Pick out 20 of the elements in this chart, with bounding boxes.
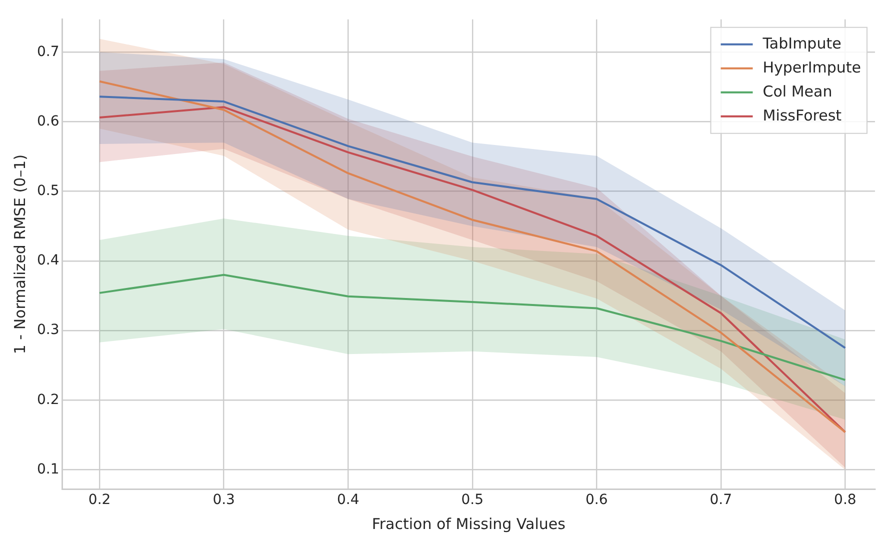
y-tick-label: 0.1 (37, 461, 60, 478)
x-tick-label: 0.6 (586, 492, 608, 508)
legend-label: MissForest (762, 106, 842, 124)
x-axis-title: Fraction of Missing Values (372, 514, 566, 533)
y-tick-label: 0.7 (37, 44, 60, 60)
x-tick-label: 0.2 (88, 492, 111, 508)
y-tick-label: 0.5 (37, 182, 60, 199)
y-tick-label: 0.6 (37, 113, 60, 130)
x-tick-label: 0.3 (212, 492, 235, 508)
x-tick-label: 0.7 (710, 492, 732, 508)
y-tick-label: 0.3 (37, 322, 60, 338)
y-tick-label: 0.2 (37, 392, 60, 408)
legend-label: Col Mean (762, 82, 832, 100)
y-tick-label: 0.4 (37, 252, 60, 269)
x-tick-label: 0.5 (461, 492, 484, 508)
legend-label: TabImpute (762, 34, 842, 52)
x-tick-label: 0.4 (336, 492, 360, 508)
legend-label: HyperImpute (762, 58, 862, 76)
x-tick-label: 0.8 (834, 492, 856, 508)
y-axis-title: 1 - Normalized RMSE (0–1) (10, 154, 29, 354)
